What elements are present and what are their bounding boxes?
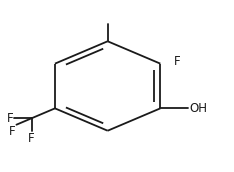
Text: OH: OH — [190, 102, 208, 115]
Text: F: F — [9, 125, 15, 138]
Text: F: F — [28, 132, 35, 145]
Text: F: F — [7, 112, 13, 125]
Text: F: F — [174, 55, 181, 68]
